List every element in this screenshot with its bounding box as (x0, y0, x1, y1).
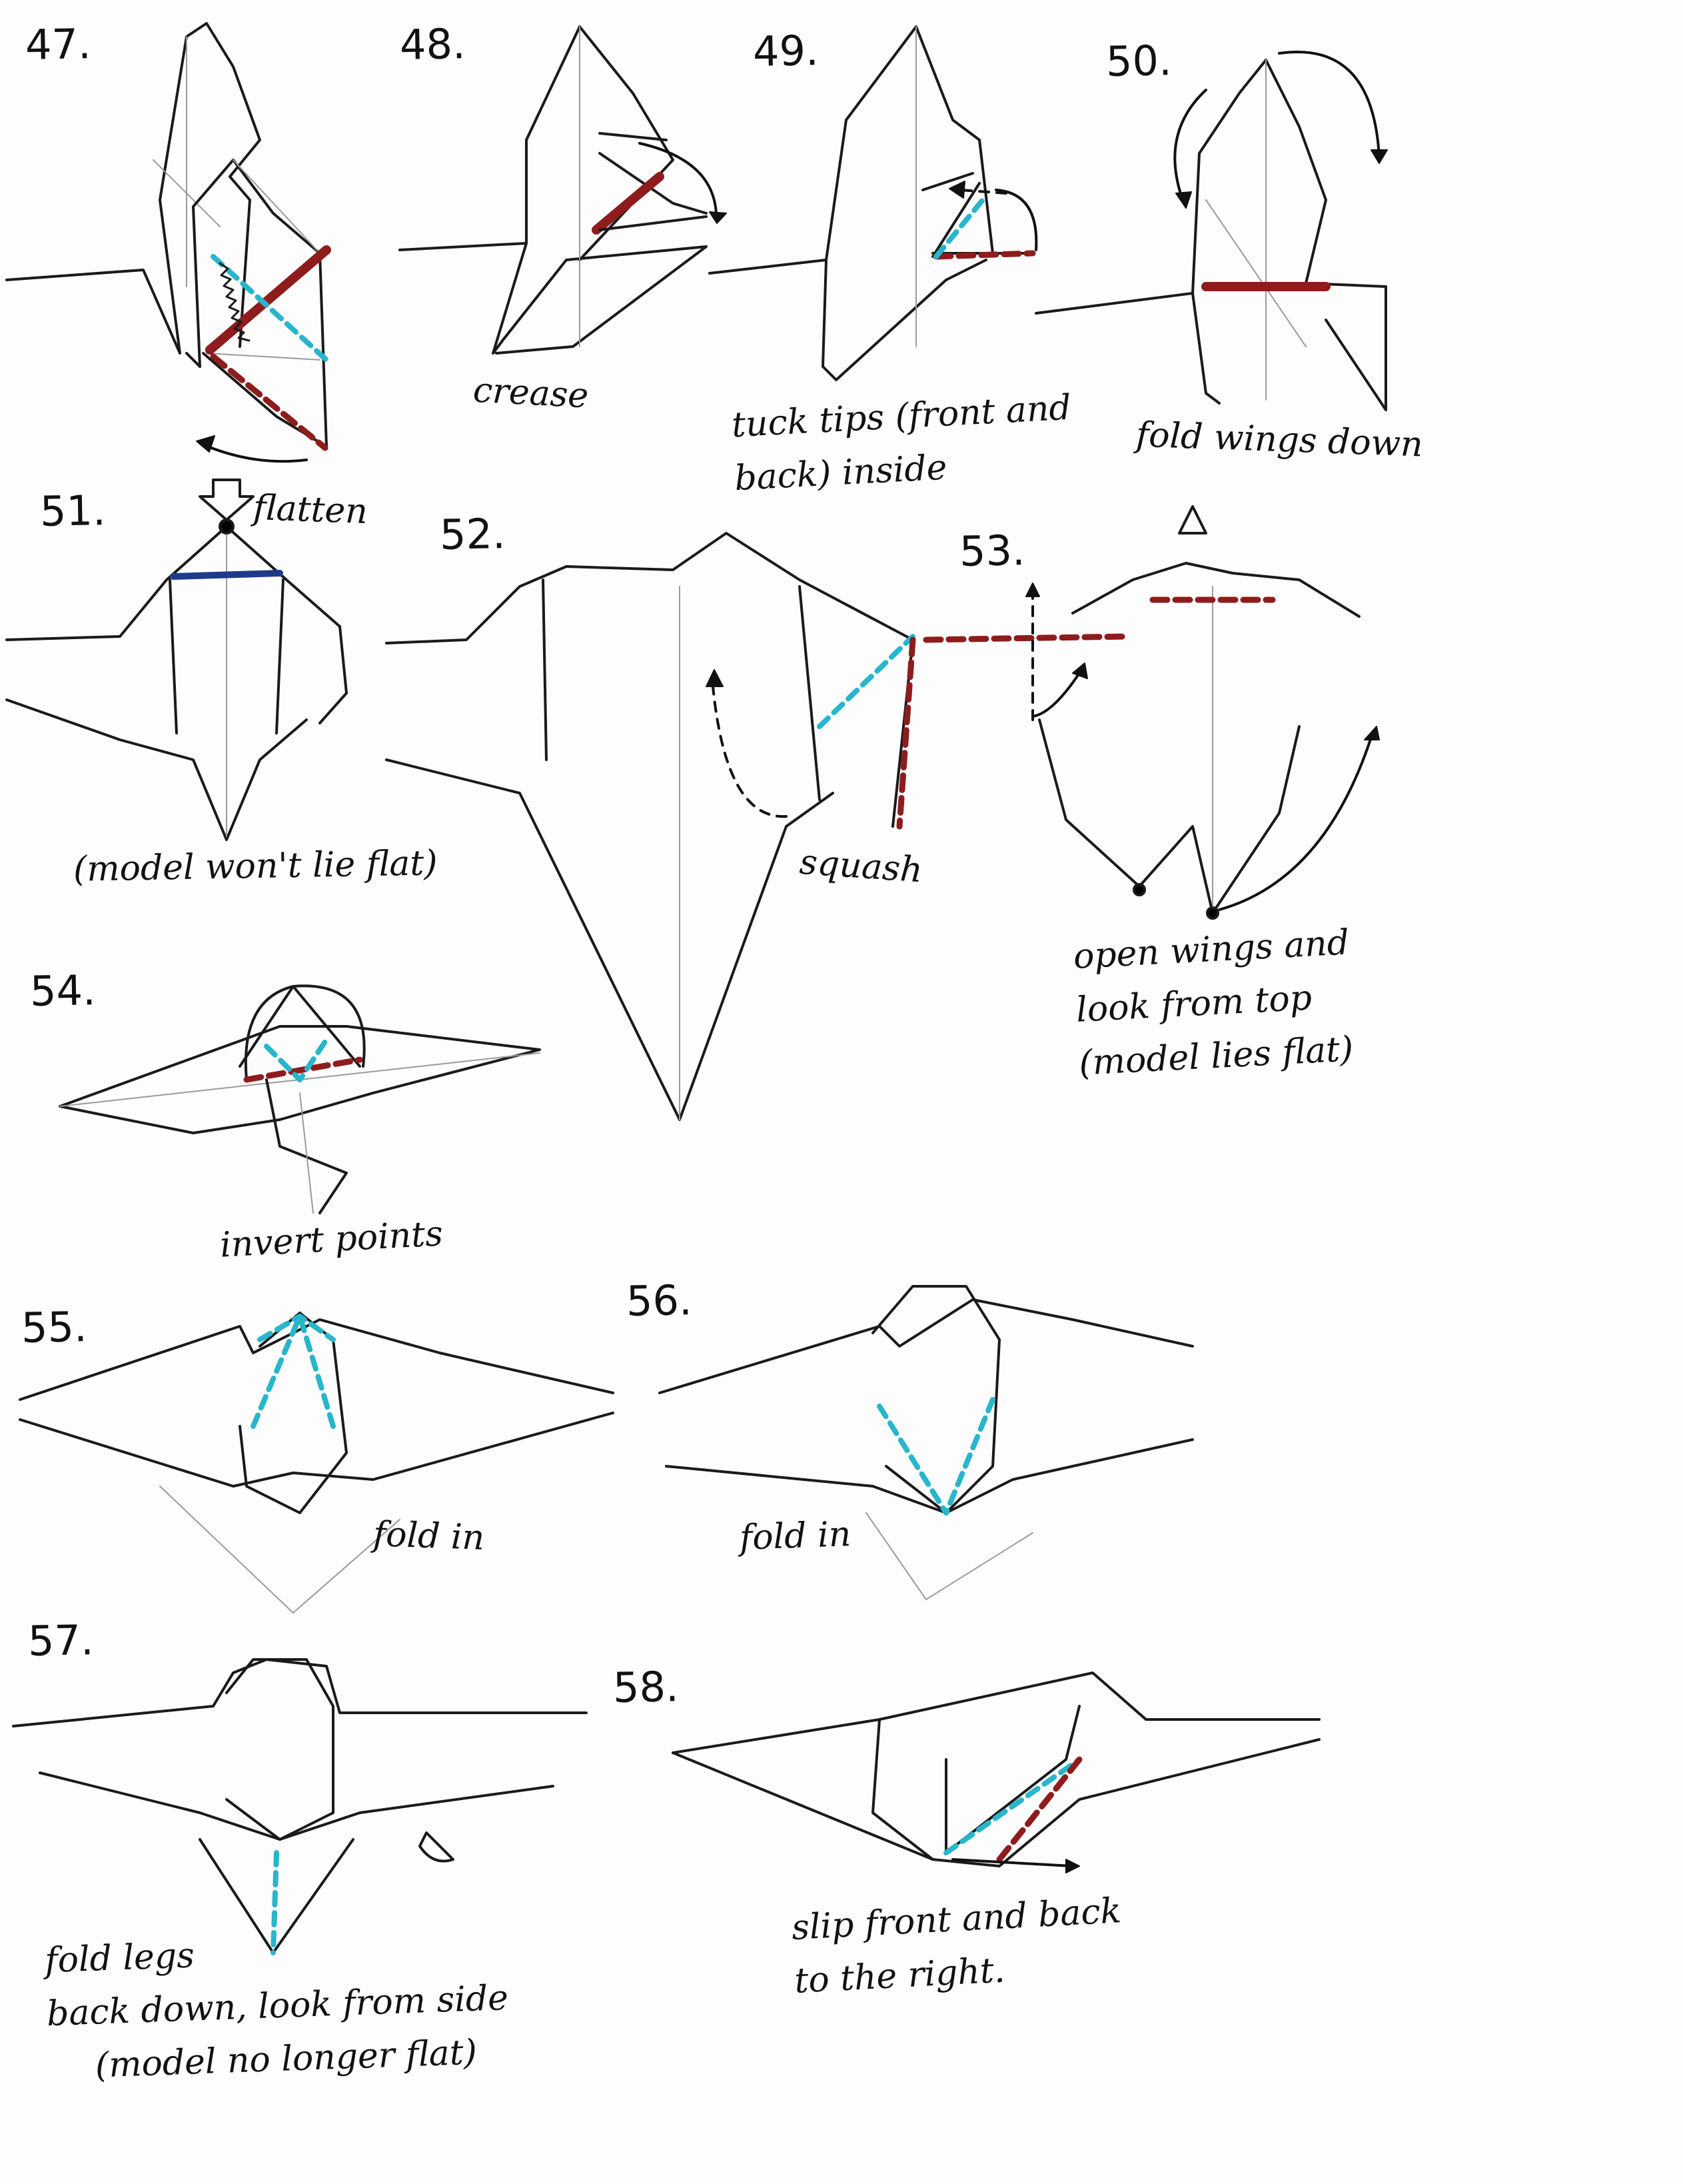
step-55-caption: fold in (372, 1514, 486, 1558)
step-58-number: 58. (612, 1662, 680, 1712)
step-53-number: 53. (959, 526, 1026, 576)
step-50-number: 50. (1105, 36, 1173, 86)
step-47-drawing (5, 22, 331, 463)
step-51-number: 51. (39, 486, 107, 536)
step-52-drawing (385, 532, 916, 1121)
step-55-number: 55. (21, 1302, 88, 1352)
step-53-drawing (923, 505, 1380, 920)
step-51-drawing (5, 479, 348, 841)
step-58-drawing (672, 1671, 1321, 1873)
step-48-caption: crease (472, 370, 590, 417)
step-48-number: 48. (399, 19, 466, 69)
step-54-drawing (59, 984, 541, 1214)
step-57-caption: fold legs back down, look from side (mod… (44, 1918, 511, 2094)
step-52-number: 52. (439, 509, 506, 559)
step-56-drawing (658, 1285, 1194, 1600)
step-49-number: 49. (752, 26, 820, 76)
step-51-caption: (model won't lie flat) (73, 843, 438, 890)
step-56-number: 56. (626, 1276, 693, 1326)
step-56-caption: fold in (739, 1514, 852, 1558)
step-55-drawing (19, 1312, 614, 1614)
step-52-caption: squash (798, 842, 924, 891)
step-49-caption: tuck tips (front and back) inside (730, 381, 1075, 505)
step-53-caption: open wings and look from top (model lies… (1072, 916, 1356, 1090)
step-51-callout: flatten (253, 488, 368, 532)
step-57-number: 57. (27, 1616, 95, 1665)
step-49-drawing (708, 25, 1038, 381)
step-48-drawing (398, 25, 727, 355)
step-47-number: 47. (25, 19, 92, 69)
step-50-caption: fold wings down (1135, 415, 1424, 465)
step-50-drawing (1035, 50, 1388, 411)
step-57-drawing (12, 1658, 588, 1955)
step-58-caption: slip front and back to the right. (790, 1884, 1125, 2008)
step-54-number: 54. (29, 966, 97, 1016)
